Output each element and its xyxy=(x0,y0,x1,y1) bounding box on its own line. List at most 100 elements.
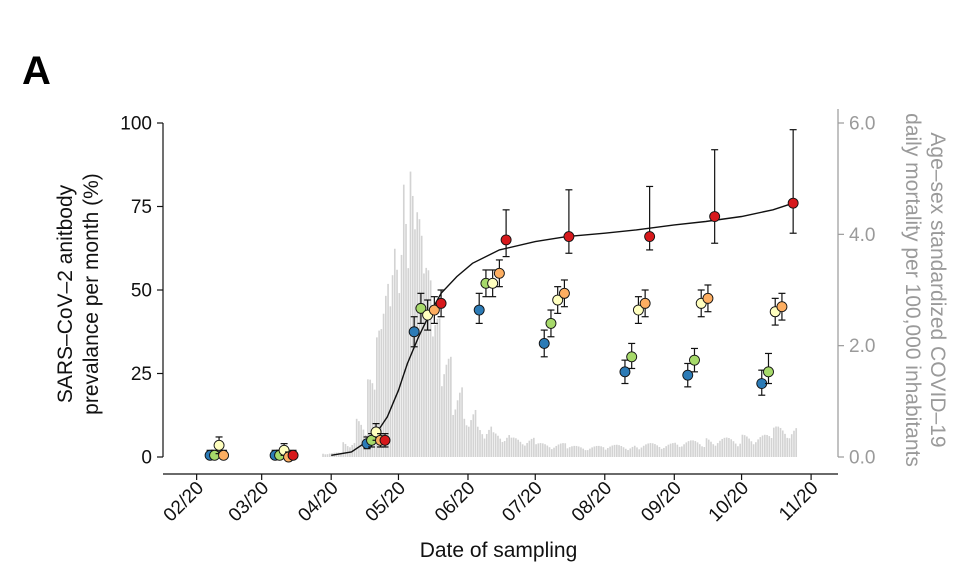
y-tick-label: 25 xyxy=(131,364,152,385)
mortality-bar xyxy=(759,437,762,457)
mortality-bar xyxy=(342,442,345,457)
data-point xyxy=(500,234,512,246)
mortality-bar xyxy=(730,439,733,457)
fit-curve xyxy=(331,202,794,456)
mortality-bar xyxy=(382,313,385,457)
mortality-bar xyxy=(326,454,329,457)
mortality-bar xyxy=(447,358,450,457)
mortality-bar xyxy=(611,445,614,457)
y-tick-label: 50 xyxy=(131,281,152,302)
mortality-bar xyxy=(402,184,405,457)
mortality-bar xyxy=(481,434,484,457)
data-point xyxy=(415,302,427,314)
mortality-bar xyxy=(660,448,663,457)
mortality-bar xyxy=(631,446,634,457)
mortality-bar xyxy=(452,414,454,457)
mortality-bar xyxy=(328,453,331,457)
mortality-bar xyxy=(591,447,593,457)
mortality-bar xyxy=(741,434,744,457)
mortality-bar xyxy=(719,440,721,457)
mortality-bar xyxy=(582,448,584,457)
mortality-bar xyxy=(568,447,571,457)
mortality-bar xyxy=(674,442,676,457)
mortality-bar xyxy=(600,446,602,457)
y-axis-title-line-2: prevalance per month (%) xyxy=(80,173,103,415)
mortality-bar xyxy=(721,438,724,457)
data-point xyxy=(379,434,391,446)
mortality-bar xyxy=(772,427,775,457)
mortality-bar xyxy=(593,446,596,457)
mortality-bar xyxy=(656,445,658,457)
mortality-bar xyxy=(615,444,618,457)
mortality-bar xyxy=(573,445,576,457)
mortality-bar xyxy=(470,420,472,457)
mortality-bar xyxy=(571,446,573,457)
mortality-bar xyxy=(786,437,789,457)
mortality-bar xyxy=(337,452,340,457)
mortality-bar xyxy=(456,400,459,457)
mortality-bar xyxy=(400,254,403,457)
mortality-bar xyxy=(409,171,412,457)
mortality-bar xyxy=(472,414,475,457)
mortality-bar xyxy=(358,421,360,457)
mortality-bar xyxy=(467,426,470,457)
mortality-bar xyxy=(423,273,425,457)
x-tick-label: 04/20 xyxy=(294,478,342,526)
data-point xyxy=(776,301,788,313)
data-point xyxy=(435,297,447,309)
mortality-bar xyxy=(710,441,712,457)
mortality-bar xyxy=(367,379,369,457)
mortality-bar xyxy=(526,442,528,457)
mortality-bar xyxy=(663,447,665,457)
data-point xyxy=(563,231,575,243)
x-tick-label: 02/20 xyxy=(160,478,208,526)
mortality-bar xyxy=(732,441,735,457)
mortality-bar xyxy=(781,430,784,457)
mortality-bar xyxy=(640,447,643,457)
mortality-bar xyxy=(761,435,764,457)
mortality-bar xyxy=(497,435,499,457)
mortality-bar xyxy=(584,450,587,457)
x-tick-label: 06/20 xyxy=(431,478,479,526)
mortality-bar xyxy=(501,441,504,457)
mortality-bar xyxy=(488,429,490,457)
data-point xyxy=(473,304,485,316)
mortality-bar xyxy=(398,293,401,457)
x-tick-label: 11/20 xyxy=(775,478,822,525)
data-point xyxy=(428,304,440,316)
mortality-bar xyxy=(566,448,569,457)
mortality-bar xyxy=(627,450,629,457)
mortality-bar xyxy=(766,434,768,457)
fit-curve-layer xyxy=(331,202,794,456)
x-tick-label: 08/20 xyxy=(568,478,616,526)
mortality-bar xyxy=(559,443,562,457)
mortality-bar xyxy=(546,445,549,457)
mortality-bar xyxy=(703,446,706,457)
mortality-bar xyxy=(723,437,726,457)
mortality-bar xyxy=(598,445,600,457)
mortality-bar xyxy=(483,438,486,457)
mortality-bar xyxy=(645,444,647,457)
mortality-bar xyxy=(344,443,347,457)
mortality-bar xyxy=(636,447,638,457)
y2-axis-title-line-2: daily mortality per 100,000 inhabitants xyxy=(901,113,924,467)
mortality-bar xyxy=(755,442,757,457)
mortality-bar xyxy=(672,443,674,457)
mortality-bar xyxy=(642,445,645,457)
x-axis-title: Date of sampling xyxy=(420,539,578,562)
mortality-bar xyxy=(533,437,535,457)
mortality-bar xyxy=(728,438,730,457)
mortality-bar xyxy=(629,448,632,457)
y2-tick-label: 0.0 xyxy=(849,448,875,469)
mortality-bar xyxy=(512,437,515,457)
y-tick-label: 0 xyxy=(141,448,152,469)
mortality-bar xyxy=(391,275,394,457)
mortality-bar xyxy=(443,374,445,457)
mortality-bar xyxy=(492,432,495,457)
mortality-bar xyxy=(777,426,780,457)
mortality-bar xyxy=(438,318,441,457)
mortality-bar xyxy=(638,449,641,457)
mortality-bar xyxy=(541,443,544,457)
mortality-bar xyxy=(510,437,513,457)
